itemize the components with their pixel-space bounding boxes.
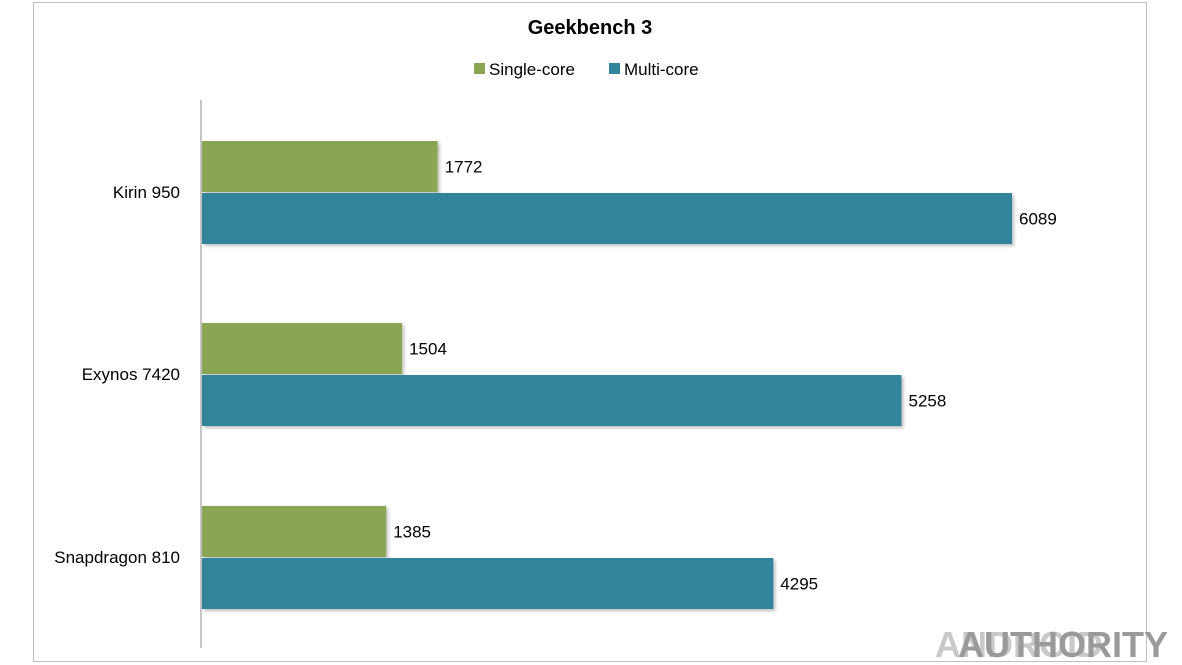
- value-label-snapdragon-810-single-core: 1385: [393, 523, 431, 542]
- legend-label-multi-core: Multi-core: [624, 60, 699, 79]
- value-label-kirin-950-multi-core: 6089: [1019, 210, 1057, 229]
- bar-exynos-7420-multi-core: [202, 375, 902, 426]
- value-label-snapdragon-810-multi-core: 4295: [780, 575, 818, 594]
- bar-exynos-7420-single-core: [202, 323, 403, 374]
- bar-snapdragon-810-single-core: [202, 506, 387, 557]
- category-label-snapdragon-810: Snapdragon 810: [54, 548, 180, 567]
- bar-snapdragon-810-multi-core: [202, 558, 774, 609]
- value-label-exynos-7420-multi-core: 5258: [909, 392, 947, 411]
- category-labels: Kirin 950 Exynos 7420 Snapdragon 810: [54, 183, 180, 567]
- chart-title: Geekbench 3: [528, 17, 653, 39]
- watermark-android: ANDROID: [935, 624, 1103, 665]
- value-label-exynos-7420-single-core: 1504: [409, 340, 447, 359]
- bar-kirin-950-single-core: [202, 141, 438, 192]
- legend-swatch-multi-core: [609, 63, 620, 74]
- watermark-logo: ANDROID AUTHORITY: [935, 624, 1168, 665]
- category-label-exynos-7420: Exynos 7420: [82, 365, 180, 384]
- value-label-kirin-950-single-core: 1772: [445, 158, 483, 177]
- watermark-authority: AUTHORITY: [958, 624, 1168, 665]
- category-label-kirin-950: Kirin 950: [113, 183, 180, 202]
- bar-kirin-950-multi-core: [202, 193, 1012, 244]
- legend: Single-core Multi-core: [474, 60, 699, 79]
- legend-swatch-single-core: [474, 63, 485, 74]
- legend-label-single-core: Single-core: [489, 60, 575, 79]
- bars: [202, 141, 1012, 609]
- value-labels: 1772 6089 1504 5258 1385 4295: [393, 158, 1057, 594]
